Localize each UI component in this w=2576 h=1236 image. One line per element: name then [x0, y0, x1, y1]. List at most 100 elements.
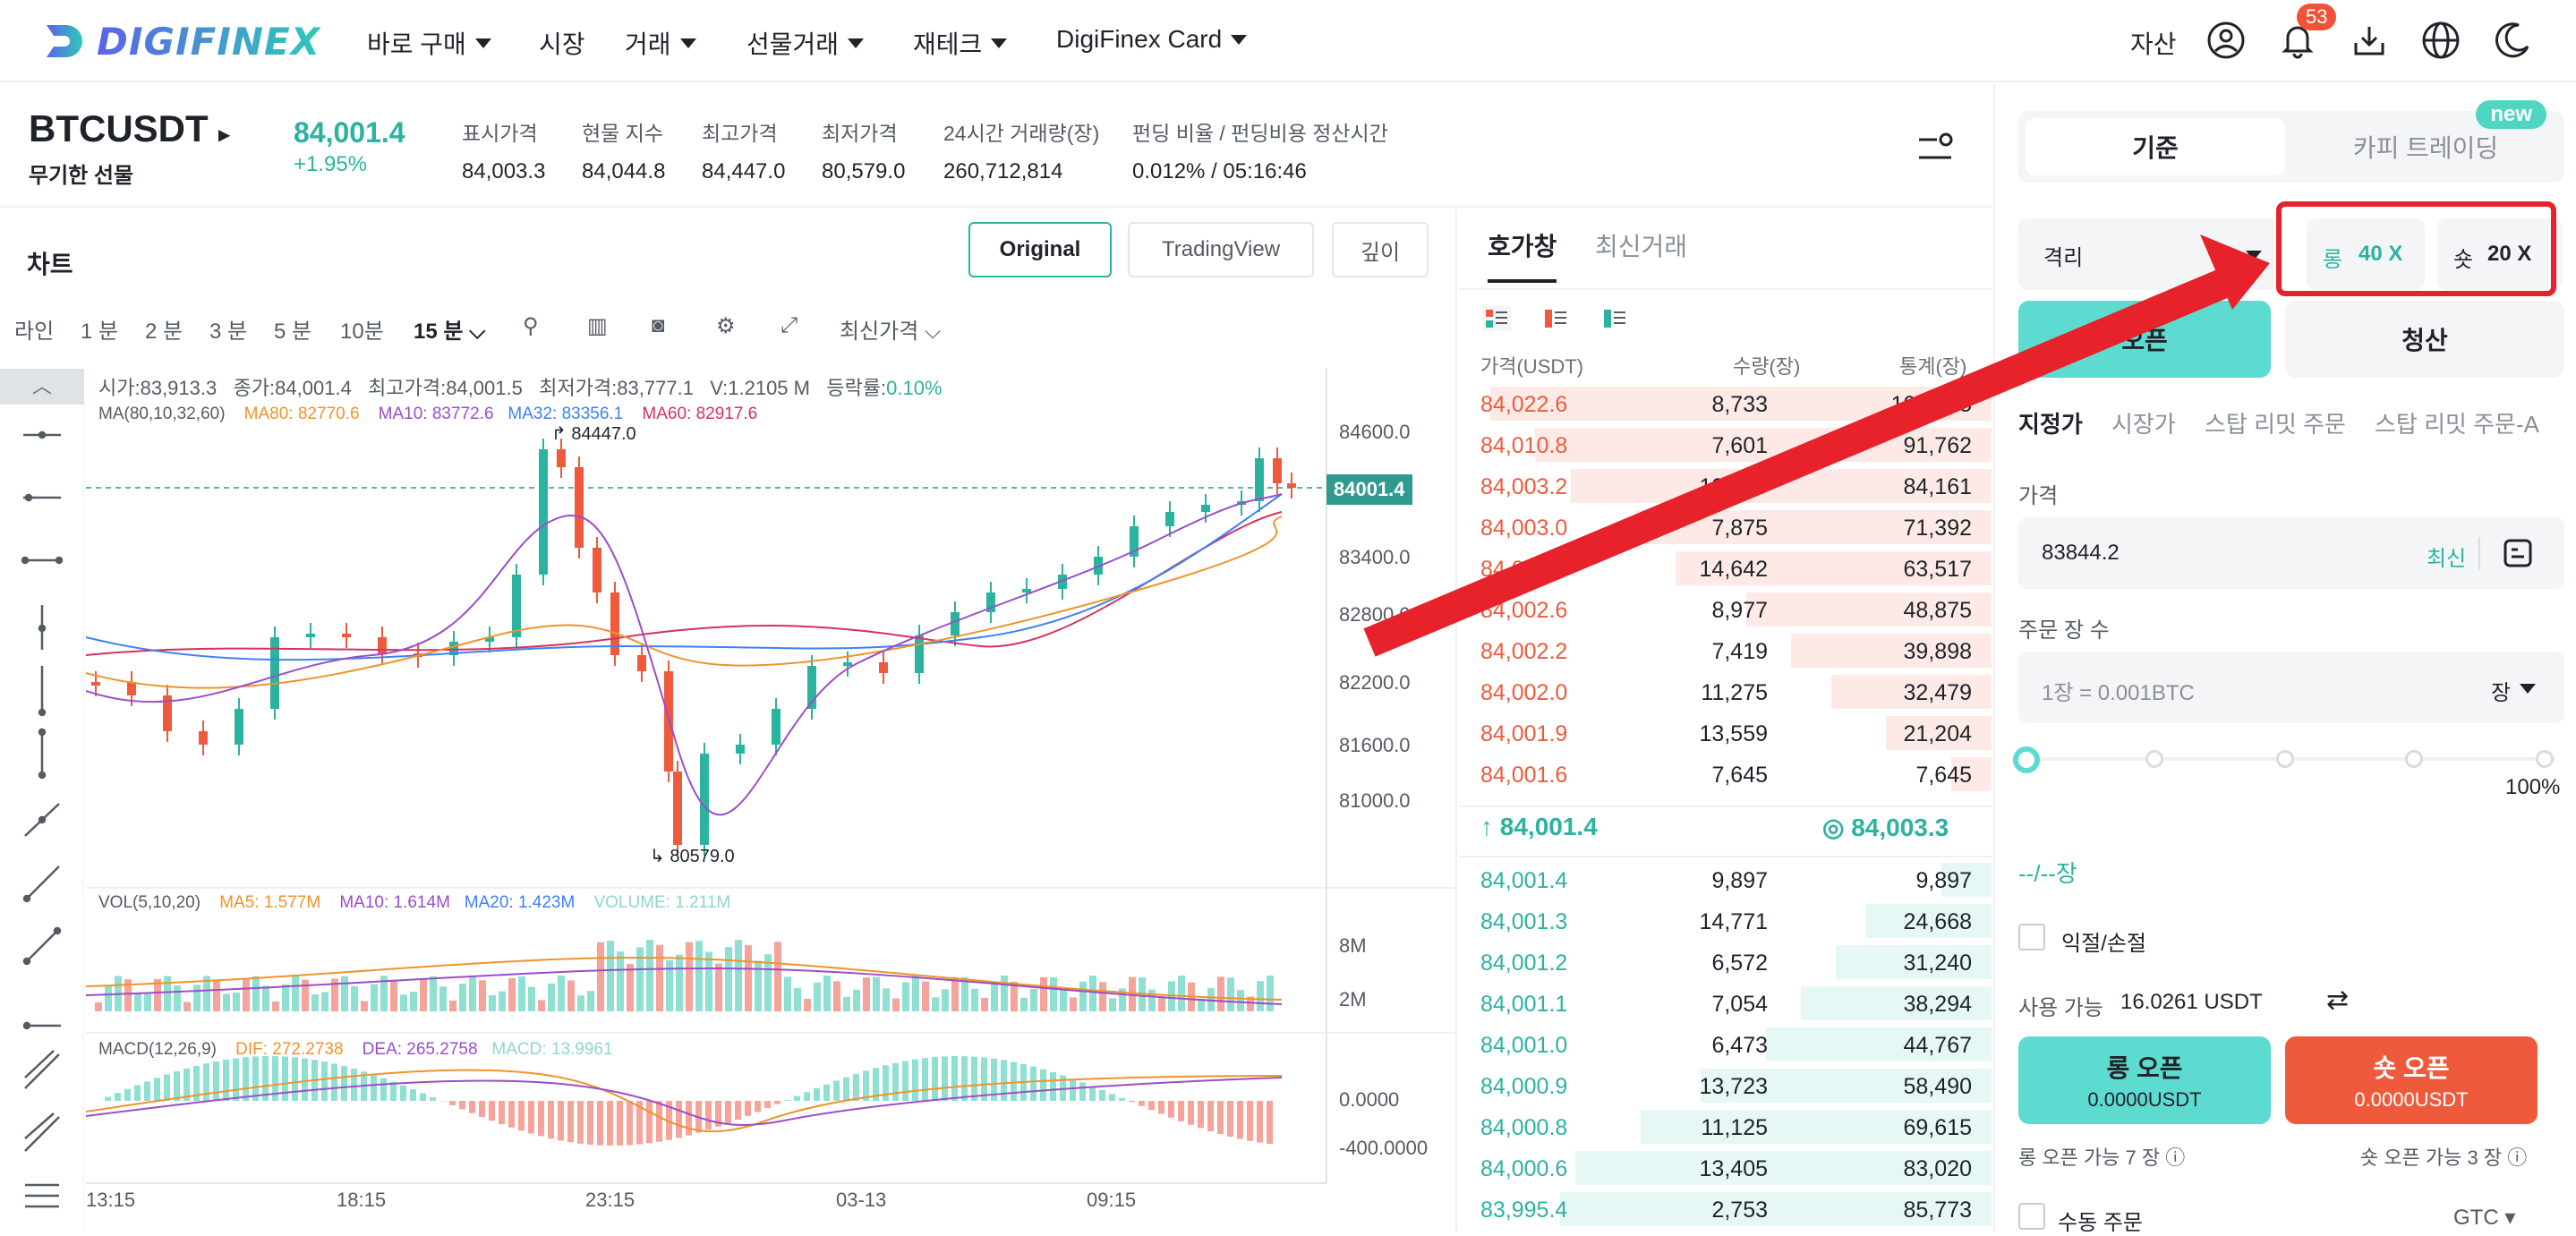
nav-trade[interactable]: 거래 [625, 25, 696, 61]
camera-icon[interactable]: ◙ [652, 313, 665, 338]
tab-orderbook[interactable]: 호가창 [1488, 227, 1557, 283]
timeframe-3m[interactable]: 3 분 [209, 313, 247, 345]
vol-ma20: MA20: 1.423M [465, 893, 576, 912]
settings-sliders-icon[interactable] [1915, 129, 1955, 168]
volume-bar [311, 994, 319, 1011]
transfer-icon[interactable]: ⇄ [2326, 985, 2349, 1016]
view-depth-button[interactable]: 깊이 [1332, 222, 1429, 277]
quantity-input[interactable]: 1장 = 0.001BTC 장 [2018, 652, 2564, 723]
view-tradingview-button[interactable]: TradingView [1128, 222, 1314, 277]
price-input[interactable]: 83844.2 최신 [2018, 517, 2564, 589]
nav-futures[interactable]: 선물거래 [746, 25, 864, 61]
row-price: 84,001.9 [1480, 721, 1567, 747]
user-icon[interactable] [2205, 20, 2247, 61]
slider-step[interactable] [2536, 750, 2554, 768]
candle-type-icon[interactable]: ▥ [587, 313, 608, 339]
row-price: 84,002.2 [1480, 639, 1567, 665]
fullscreen-icon[interactable]: ⤢ [780, 313, 798, 338]
slider-step[interactable] [2405, 750, 2423, 768]
tab-standard[interactable]: 기준 [2026, 118, 2285, 175]
manual-order-checkbox[interactable] [2018, 1203, 2045, 1230]
timeframe-10m[interactable]: 10분 [340, 313, 384, 345]
timeframe-2m[interactable]: 2 분 [145, 313, 183, 345]
price-type-select[interactable]: 최신가격 ⌵ [840, 313, 941, 345]
tpsl-checkbox[interactable] [2018, 924, 2045, 950]
macd-bar [1129, 1101, 1135, 1102]
order-type-stop-limit-a[interactable]: 스탑 리밋 주문-A [2375, 406, 2563, 439]
brand-logo[interactable]: DIGIFINEX [41, 18, 320, 64]
quantity-unit[interactable]: 장 [2491, 675, 2511, 706]
timeframe-5m[interactable]: 5 분 [274, 313, 311, 345]
nav-card[interactable]: DigiFinex Card [1056, 25, 1247, 54]
chart-panel: 차트 Original TradingView 깊이 라인 1 분 2 분 3 … [0, 209, 1457, 1232]
short-open-button[interactable]: 숏 오픈 0.0000USDT [2285, 1036, 2538, 1124]
margin-mode-select[interactable]: 격리 [2018, 218, 2278, 290]
candle-body [673, 771, 682, 845]
view-original-button[interactable]: Original [968, 222, 1112, 277]
nav-buy[interactable]: 바로 구매 [367, 25, 491, 61]
slider-step[interactable] [2145, 750, 2163, 768]
volume-bar [617, 951, 624, 1011]
order-type-limit[interactable]: 지정가 [2018, 406, 2083, 439]
kline-chart[interactable]: 시가:83,913.3 종가:84,001.4 최고가격:84,001.5 최저… [86, 369, 1457, 1232]
candle-body [951, 612, 960, 635]
timeframe-15m[interactable]: 15 분 ⌵ [414, 313, 485, 345]
stat-label: 최저가격 [822, 116, 905, 147]
collapse-toolbar-icon[interactable]: ︿ [0, 369, 84, 405]
tif-select[interactable]: GTC ▾ [2453, 1205, 2515, 1231]
orderbook-layout-icons[interactable] [1480, 301, 1633, 337]
volume-bar [1267, 976, 1274, 1011]
settings-icon[interactable]: ⚙ [716, 313, 736, 339]
candle-body [879, 662, 888, 673]
macd-bar [489, 1101, 495, 1121]
volume-bar [548, 984, 555, 1011]
dark-mode-moon-icon[interactable] [2492, 20, 2533, 61]
order-type-market[interactable]: 시장가 [2111, 406, 2176, 439]
nav-earn[interactable]: 재테크 [913, 25, 1007, 61]
calculator-icon[interactable] [2502, 537, 2534, 569]
macd-bar [971, 1057, 977, 1101]
timeframe-1m[interactable]: 1 분 [81, 313, 118, 345]
download-icon[interactable] [2349, 20, 2390, 61]
slider-step[interactable] [2276, 750, 2294, 768]
nav-market[interactable]: 시장 [539, 25, 585, 61]
long-open-button[interactable]: 롱 오픈 0.0000USDT [2018, 1036, 2271, 1124]
row-price: 84,000.9 [1480, 1074, 1567, 1100]
order-type-stop-limit[interactable]: 스탑 리밋 주문 [2205, 406, 2346, 439]
nav-asset[interactable]: 자산 [2130, 25, 2177, 61]
tab-recent-trades[interactable]: 최신거래 [1595, 227, 1687, 263]
close-tab[interactable]: 청산 [2285, 301, 2564, 378]
latest-price-button[interactable]: 최신 [2427, 541, 2466, 572]
stat-value: 260,712,814 [943, 159, 1099, 184]
slider-handle[interactable] [2013, 746, 2040, 773]
open-tab[interactable]: 오픈 [2018, 301, 2271, 378]
indicator-icon[interactable]: ⚲ [523, 313, 539, 339]
pair-selector[interactable]: BTCUSDT ▸ [29, 107, 229, 150]
timeframe-line[interactable]: 라인 [14, 313, 54, 345]
drawing-tools-icons[interactable] [18, 413, 66, 1219]
globe-icon[interactable] [2420, 20, 2461, 61]
caret-right-icon: ▸ [218, 123, 229, 147]
new-badge: new [2476, 100, 2546, 129]
ma10-line [86, 494, 1282, 814]
